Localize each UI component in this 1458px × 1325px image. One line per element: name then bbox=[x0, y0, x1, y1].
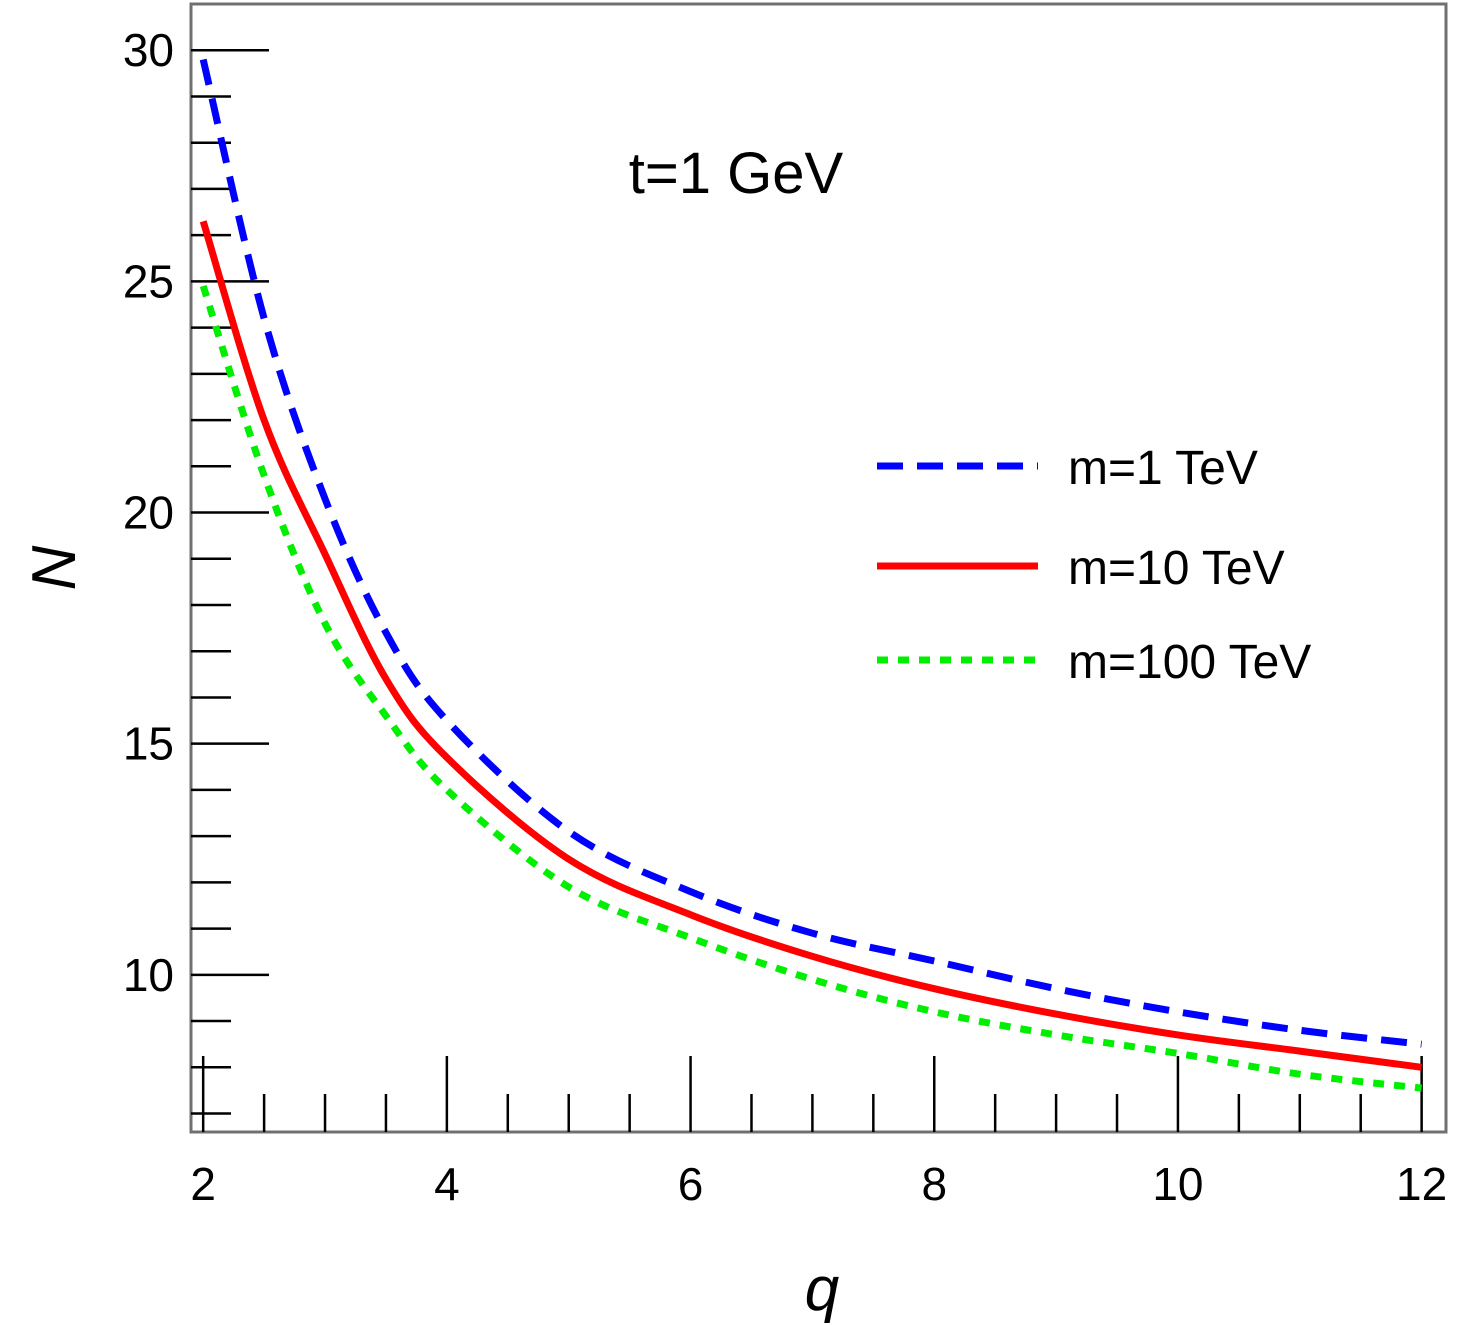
y-tick-label: 15 bbox=[123, 718, 174, 770]
x-tick-label: 4 bbox=[434, 1158, 460, 1210]
y-tick-label: 30 bbox=[123, 24, 174, 76]
series-layer bbox=[199, 58, 1423, 1092]
y-tick-label: 25 bbox=[123, 255, 174, 307]
x-axis-label: q bbox=[805, 1255, 840, 1324]
x-tick-label: 2 bbox=[190, 1158, 216, 1210]
plot-frame-layer bbox=[189, 2, 1448, 1134]
label-layer: q N t=1 GeV bbox=[20, 141, 844, 1324]
series-line bbox=[199, 58, 1422, 1048]
y-tick-label: 10 bbox=[123, 949, 174, 1001]
legend-label: m=1 TeV bbox=[1068, 442, 1258, 495]
x-tick-label: 6 bbox=[678, 1158, 704, 1210]
annotation-text: t=1 GeV bbox=[629, 141, 844, 206]
x-tick-label: 10 bbox=[1152, 1158, 1203, 1210]
tick-layer: 2 4 6 8 10 12 10 15 20 25 30 bbox=[123, 24, 1447, 1210]
x-tick-label: 12 bbox=[1396, 1158, 1447, 1210]
series-line bbox=[199, 220, 1423, 1071]
legend-label: m=10 TeV bbox=[1068, 542, 1285, 595]
y-axis-label: N bbox=[20, 545, 89, 590]
y-tick-label: 20 bbox=[123, 487, 174, 539]
legend: m=1 TeV m=10 TeV m=100 TeV bbox=[877, 442, 1311, 689]
legend-label: m=100 TeV bbox=[1068, 636, 1311, 689]
x-tick-label: 8 bbox=[921, 1158, 947, 1210]
plot-frame bbox=[189, 2, 1448, 1134]
